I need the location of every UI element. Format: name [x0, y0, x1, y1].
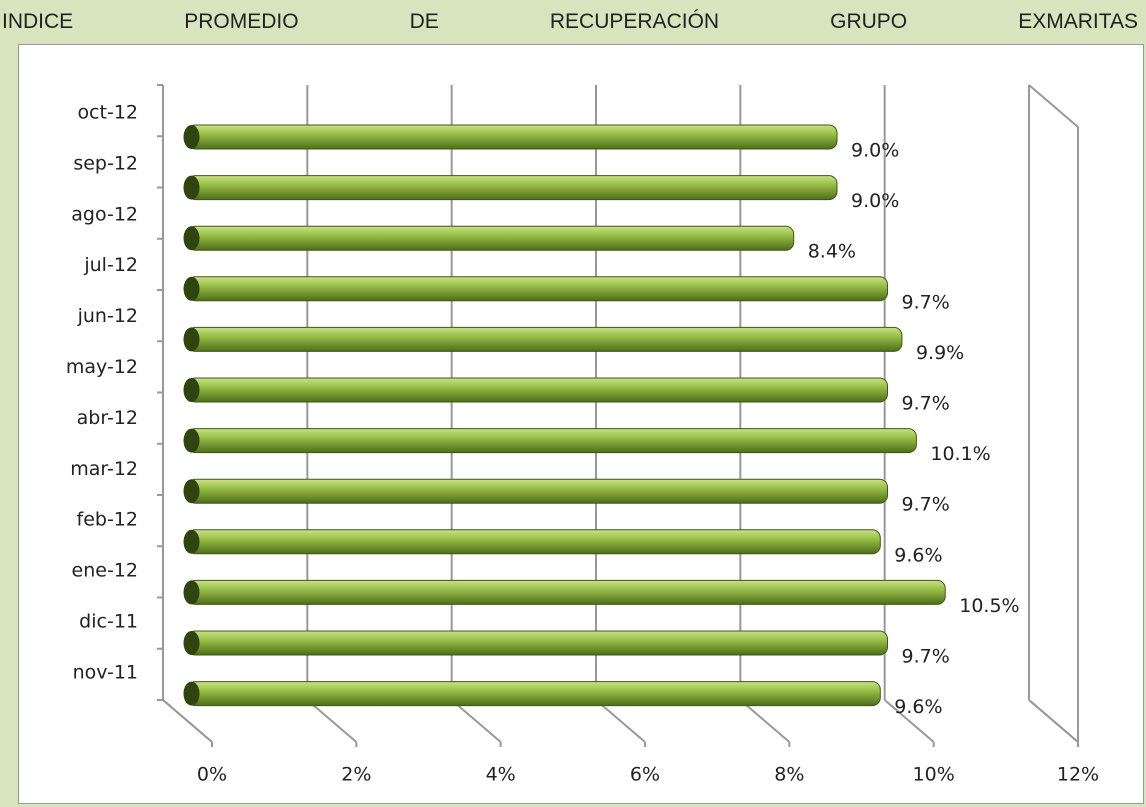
- bar-end: [183, 226, 200, 251]
- bar-end: [183, 529, 200, 554]
- y-tick-label: jul-12: [83, 254, 138, 276]
- bar-end: [183, 125, 200, 149]
- bar: [187, 175, 838, 201]
- y-tick-label: sep-12: [73, 152, 138, 174]
- data-label: 9.7%: [902, 646, 950, 668]
- bar: [187, 681, 881, 707]
- data-label: 9.0%: [851, 190, 899, 212]
- data-label: 9.0%: [851, 140, 899, 162]
- data-label: 10.1%: [930, 443, 990, 465]
- data-label: 9.7%: [902, 291, 950, 313]
- bar: [187, 377, 889, 403]
- data-label: 9.6%: [894, 696, 942, 718]
- data-label: 9.7%: [902, 494, 950, 516]
- data-label: 9.7%: [902, 393, 950, 415]
- bar: [187, 276, 889, 302]
- x-tick-label: 8%: [774, 764, 804, 786]
- bar-end: [183, 479, 200, 504]
- bar-end: [183, 428, 200, 453]
- y-tick-label: ago-12: [71, 203, 138, 225]
- grid-line: [739, 699, 790, 743]
- grid-line: [306, 699, 357, 743]
- x-tick-label: 4%: [486, 764, 516, 786]
- y-tick-label: abr-12: [77, 407, 138, 429]
- bar-end: [183, 378, 200, 402]
- bar-end: [183, 175, 200, 200]
- side-wall: [1028, 84, 1079, 745]
- bar: [187, 579, 946, 605]
- bar: [187, 124, 838, 150]
- data-label: 9.9%: [916, 342, 964, 364]
- data-label: 10.5%: [959, 595, 1019, 617]
- grid-line: [1028, 699, 1079, 743]
- bar: [187, 529, 881, 555]
- bar: [187, 428, 917, 454]
- x-tick-label: 2%: [341, 764, 371, 786]
- y-tick-label: mar-12: [70, 458, 138, 480]
- data-label: 9.6%: [894, 544, 942, 566]
- y-tick-label: jun-12: [77, 305, 138, 327]
- x-tick-label: 12%: [1057, 764, 1099, 786]
- x-tick-label: 6%: [630, 764, 660, 786]
- bar: [187, 225, 795, 251]
- y-tick-label: dic-11: [79, 611, 138, 633]
- grid-line: [451, 699, 502, 743]
- chart-area: [18, 44, 1144, 804]
- data-label: 8.4%: [808, 241, 856, 263]
- x-tick-label: 10%: [913, 764, 955, 786]
- x-tick-label: 0%: [197, 764, 227, 786]
- grid-line: [162, 699, 213, 743]
- bar-end: [183, 681, 200, 706]
- y-tick-label: nov-11: [73, 661, 138, 683]
- y-tick-label: ene-12: [72, 560, 138, 582]
- bar-end: [183, 327, 200, 352]
- bar-end: [183, 276, 200, 301]
- bar: [187, 478, 889, 504]
- chart-title: INDICE PROMEDIO DE RECUPERACIÓN GRUPO EX…: [2, 10, 1138, 33]
- bar-end: [183, 631, 200, 655]
- grid-line: [595, 699, 646, 743]
- bar-end: [183, 580, 200, 605]
- bar: [187, 630, 889, 656]
- bar: [187, 326, 903, 352]
- y-tick-label: may-12: [66, 356, 138, 378]
- y-tick-label: feb-12: [77, 509, 138, 531]
- grid-line: [884, 699, 935, 743]
- y-tick-label: oct-12: [77, 102, 138, 124]
